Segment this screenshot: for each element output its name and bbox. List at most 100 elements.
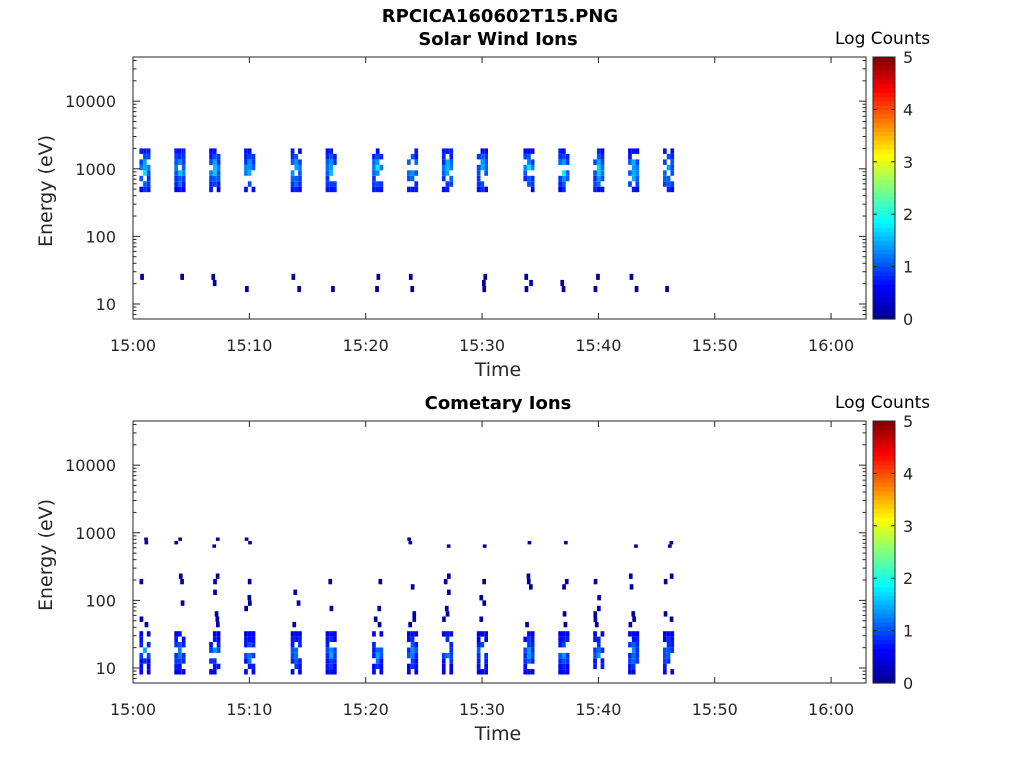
heatmap-cell xyxy=(523,148,528,154)
heatmap-cell xyxy=(329,181,333,187)
heatmap-cell xyxy=(663,669,667,675)
heatmap-cell xyxy=(244,170,248,176)
colorbar-swatch xyxy=(873,209,895,215)
heatmap-cell xyxy=(410,286,415,293)
heatmap-cell xyxy=(212,636,217,642)
heatmap-cell xyxy=(181,153,186,160)
spectrogram-panel-0: 15:00 15:10 15:20 15:30 15:40 15:50 16:0010100… xyxy=(35,48,913,381)
heatmap-cell xyxy=(407,669,411,675)
heatmap-cell xyxy=(663,631,667,637)
heatmap-cell xyxy=(146,669,151,675)
heatmap-cell xyxy=(143,647,147,653)
heatmap-cell xyxy=(247,148,252,154)
heatmap-cell xyxy=(379,181,384,187)
heatmap-cell xyxy=(565,636,570,642)
heatmap-cell xyxy=(600,148,605,154)
heatmap-cell xyxy=(213,589,217,595)
heatmap-cell xyxy=(251,159,256,165)
heatmap-cell xyxy=(670,669,675,675)
heatmap-cell xyxy=(139,159,144,165)
heatmap-cell xyxy=(213,578,217,585)
colorbar-swatch xyxy=(873,183,895,189)
heatmap-cell xyxy=(298,186,302,193)
heatmap-cell xyxy=(247,652,252,659)
heatmap-cell xyxy=(290,647,295,653)
heatmap-cell xyxy=(329,631,333,637)
colorbar-tick-label: 1 xyxy=(903,258,913,277)
colorbar-swatch xyxy=(873,196,895,202)
y-tick-label: 10000 xyxy=(65,92,116,111)
heatmap-cell xyxy=(449,175,454,182)
heatmap-cell xyxy=(333,636,337,642)
heatmap-cell xyxy=(670,170,675,176)
heatmap-cell xyxy=(484,170,488,176)
colorbar-swatch xyxy=(873,70,895,76)
heatmap-cell xyxy=(290,669,295,675)
heatmap-cell xyxy=(329,652,333,659)
x-tick-label: 15:00 xyxy=(110,700,156,719)
heatmap-cell xyxy=(593,578,598,585)
colorbar-swatch xyxy=(873,608,895,614)
heatmap-cell xyxy=(244,605,248,612)
colorbar-swatch xyxy=(873,512,895,518)
heatmap-cell xyxy=(212,663,217,670)
colorbar-swatch xyxy=(873,310,895,316)
heatmap-cell xyxy=(562,181,566,187)
heatmap-cell xyxy=(480,148,485,154)
heatmap-cell xyxy=(527,148,531,154)
colorbar-tick-label: 4 xyxy=(903,464,913,483)
heatmap-cell xyxy=(410,170,415,176)
heatmap-cell xyxy=(251,636,256,642)
heatmap-cell xyxy=(670,636,675,642)
heatmap-cell xyxy=(449,153,454,160)
heatmap-cell xyxy=(482,578,486,585)
heatmap-cell xyxy=(596,148,601,154)
heatmap-cell xyxy=(212,153,217,160)
heatmap-cell xyxy=(635,181,640,187)
heatmap-cell xyxy=(325,642,330,648)
heatmap-cell xyxy=(631,647,636,653)
panel-title-solar-wind: Solar Wind Ions xyxy=(418,29,578,50)
heatmap-cell xyxy=(181,658,186,664)
heatmap-cell xyxy=(631,159,636,165)
heatmap-cell xyxy=(178,148,182,154)
heatmap-cell xyxy=(593,286,598,293)
heatmap-cell xyxy=(294,663,299,670)
heatmap-cell xyxy=(449,647,454,653)
heatmap-cell xyxy=(666,164,671,171)
colorbar-swatch xyxy=(873,157,895,163)
heatmap-cell xyxy=(139,631,144,637)
colorbar-swatch xyxy=(873,218,895,224)
heatmap-cell xyxy=(296,600,301,606)
colorbar-swatch xyxy=(873,451,895,457)
heatmap-cell xyxy=(666,652,671,659)
heatmap-cell xyxy=(174,170,178,176)
heatmap-cell xyxy=(527,647,531,653)
heatmap-cell xyxy=(178,573,183,579)
heatmap-cell xyxy=(209,186,213,193)
heatmap-cell xyxy=(244,186,248,193)
colorbar-swatch xyxy=(873,438,895,444)
heatmap-cell xyxy=(181,652,186,659)
heatmap-cell xyxy=(441,175,446,182)
heatmap-cell xyxy=(523,170,528,176)
colorbar-tick-label: 4 xyxy=(903,100,913,119)
heatmap-cell xyxy=(663,663,667,670)
heatmap-cell xyxy=(298,175,302,182)
heatmap-cell xyxy=(562,611,567,617)
heatmap-cell xyxy=(325,647,330,653)
heatmap-cell xyxy=(379,663,384,670)
heatmap-cell xyxy=(180,600,185,606)
heatmap-cell xyxy=(333,631,337,637)
heatmap-cell xyxy=(143,658,147,664)
colorbar-swatch xyxy=(873,153,895,159)
colorbar-swatch xyxy=(873,253,895,259)
colorbar-swatch xyxy=(873,534,895,540)
colorbar-swatch xyxy=(873,148,895,154)
heatmap-cell xyxy=(669,616,674,622)
heatmap-cell xyxy=(444,605,449,612)
colorbar-swatch xyxy=(873,222,895,228)
heatmap-cell xyxy=(139,578,144,585)
heatmap-cell xyxy=(298,669,302,675)
